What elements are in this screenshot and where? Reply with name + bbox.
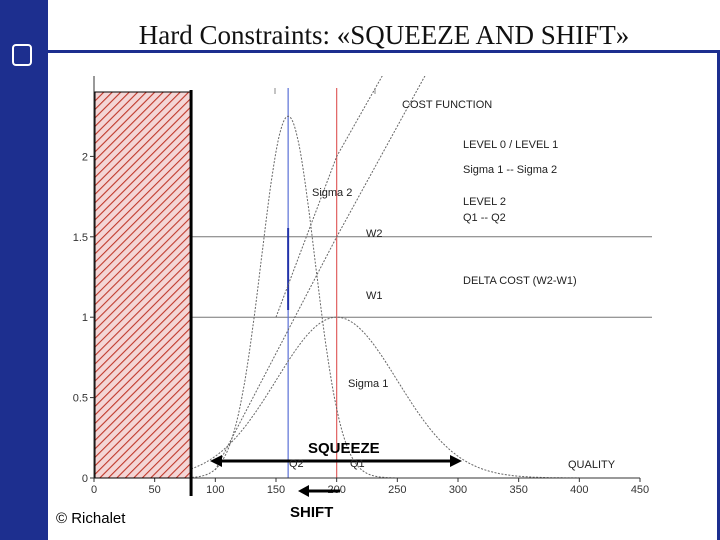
series-cost-function [214,76,426,471]
x-tick-label: 0 [91,484,97,496]
x-tick-label: 300 [449,484,467,496]
right-frame-line [717,50,720,540]
y-tick-label: 0 [82,473,88,485]
slide-title: Hard Constraints: «SQUEEZE AND SHIFT» [138,20,630,50]
squeeze-arrow-left-head [210,455,222,467]
x-tick-label: 100 [206,484,224,496]
legend-item-sigma: Sigma 1 -- Sigma 2 [463,164,557,176]
cost-function-label: COST FUNCTION [402,99,492,111]
x-tick-label: 450 [631,484,649,496]
y-tick-label: 0.5 [73,393,88,405]
series-sigma2-curve [181,115,395,478]
q2-label: Q2 [289,458,304,470]
logo-icon [12,44,32,66]
x-tick-label: 50 [149,484,161,496]
legend-item-level: LEVEL 0 / LEVEL 1 [463,139,558,151]
x-tick-label: 350 [509,484,527,496]
x-tick-label: 250 [388,484,406,496]
w1-label: W1 [366,290,383,302]
shift-arrow-head [298,485,309,497]
series-cost-function-2 [275,76,383,318]
y-tick-label: 2 [82,151,88,163]
legend-item-delta-cost: DELTA COST (W2-W1) [463,275,577,287]
squeeze-label: SQUEEZE [308,440,380,457]
q1-label: Q1 [350,458,365,470]
sigma2-label: Sigma 2 [312,187,352,199]
sigma1-label: Sigma 1 [348,378,388,390]
w2-label: W2 [366,228,383,240]
y-tick-label: 1.5 [73,232,88,244]
x-tick-label: 400 [570,484,588,496]
legend-item-q: Q1 -- Q2 [463,212,506,224]
legend-item-level2: LEVEL 2 [463,196,506,208]
y-tick-label: 1 [82,312,88,324]
x-axis-label: QUALITY [568,459,616,471]
hard-constraint-region [94,91,192,479]
copyright-text: © Richalet [56,510,126,527]
shift-label: SHIFT [290,504,333,521]
x-tick-label: 150 [267,484,285,496]
title-underline [48,50,720,53]
squeeze-arrow-right-head [450,455,462,467]
left-frame-bar [0,0,48,540]
